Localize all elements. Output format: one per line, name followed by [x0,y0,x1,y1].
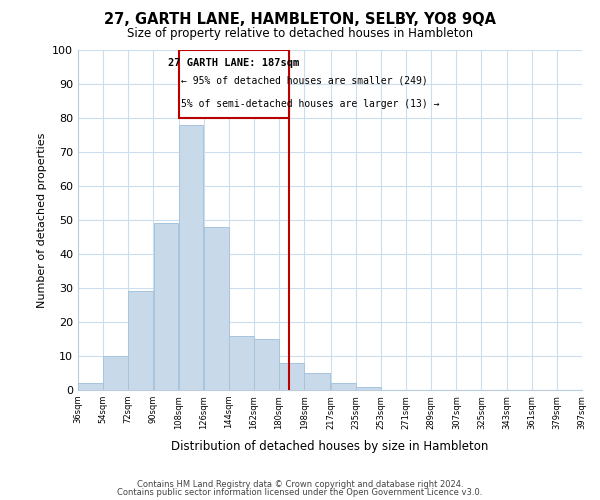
Bar [331,383,356,390]
Text: 27, GARTH LANE, HAMBLETON, SELBY, YO8 9QA: 27, GARTH LANE, HAMBLETON, SELBY, YO8 9Q… [104,12,496,28]
Bar [154,224,178,390]
Bar [204,227,229,390]
Bar [179,125,203,390]
Text: Contains public sector information licensed under the Open Government Licence v3: Contains public sector information licen… [118,488,482,497]
Text: 5% of semi-detached houses are larger (13) →: 5% of semi-detached houses are larger (1… [181,100,439,110]
Text: 27 GARTH LANE: 187sqm: 27 GARTH LANE: 187sqm [168,58,299,68]
Bar [254,339,279,390]
Bar [304,373,331,390]
Text: Size of property relative to detached houses in Hambleton: Size of property relative to detached ho… [127,28,473,40]
Text: Contains HM Land Registry data © Crown copyright and database right 2024.: Contains HM Land Registry data © Crown c… [137,480,463,489]
Bar [279,363,304,390]
Text: ← 95% of detached houses are smaller (249): ← 95% of detached houses are smaller (24… [181,76,427,86]
X-axis label: Distribution of detached houses by size in Hambleton: Distribution of detached houses by size … [172,440,488,453]
Bar [229,336,254,390]
Bar [103,356,128,390]
Bar [78,383,103,390]
Bar [179,50,289,118]
Bar [356,386,381,390]
Bar [128,292,153,390]
Y-axis label: Number of detached properties: Number of detached properties [37,132,47,308]
